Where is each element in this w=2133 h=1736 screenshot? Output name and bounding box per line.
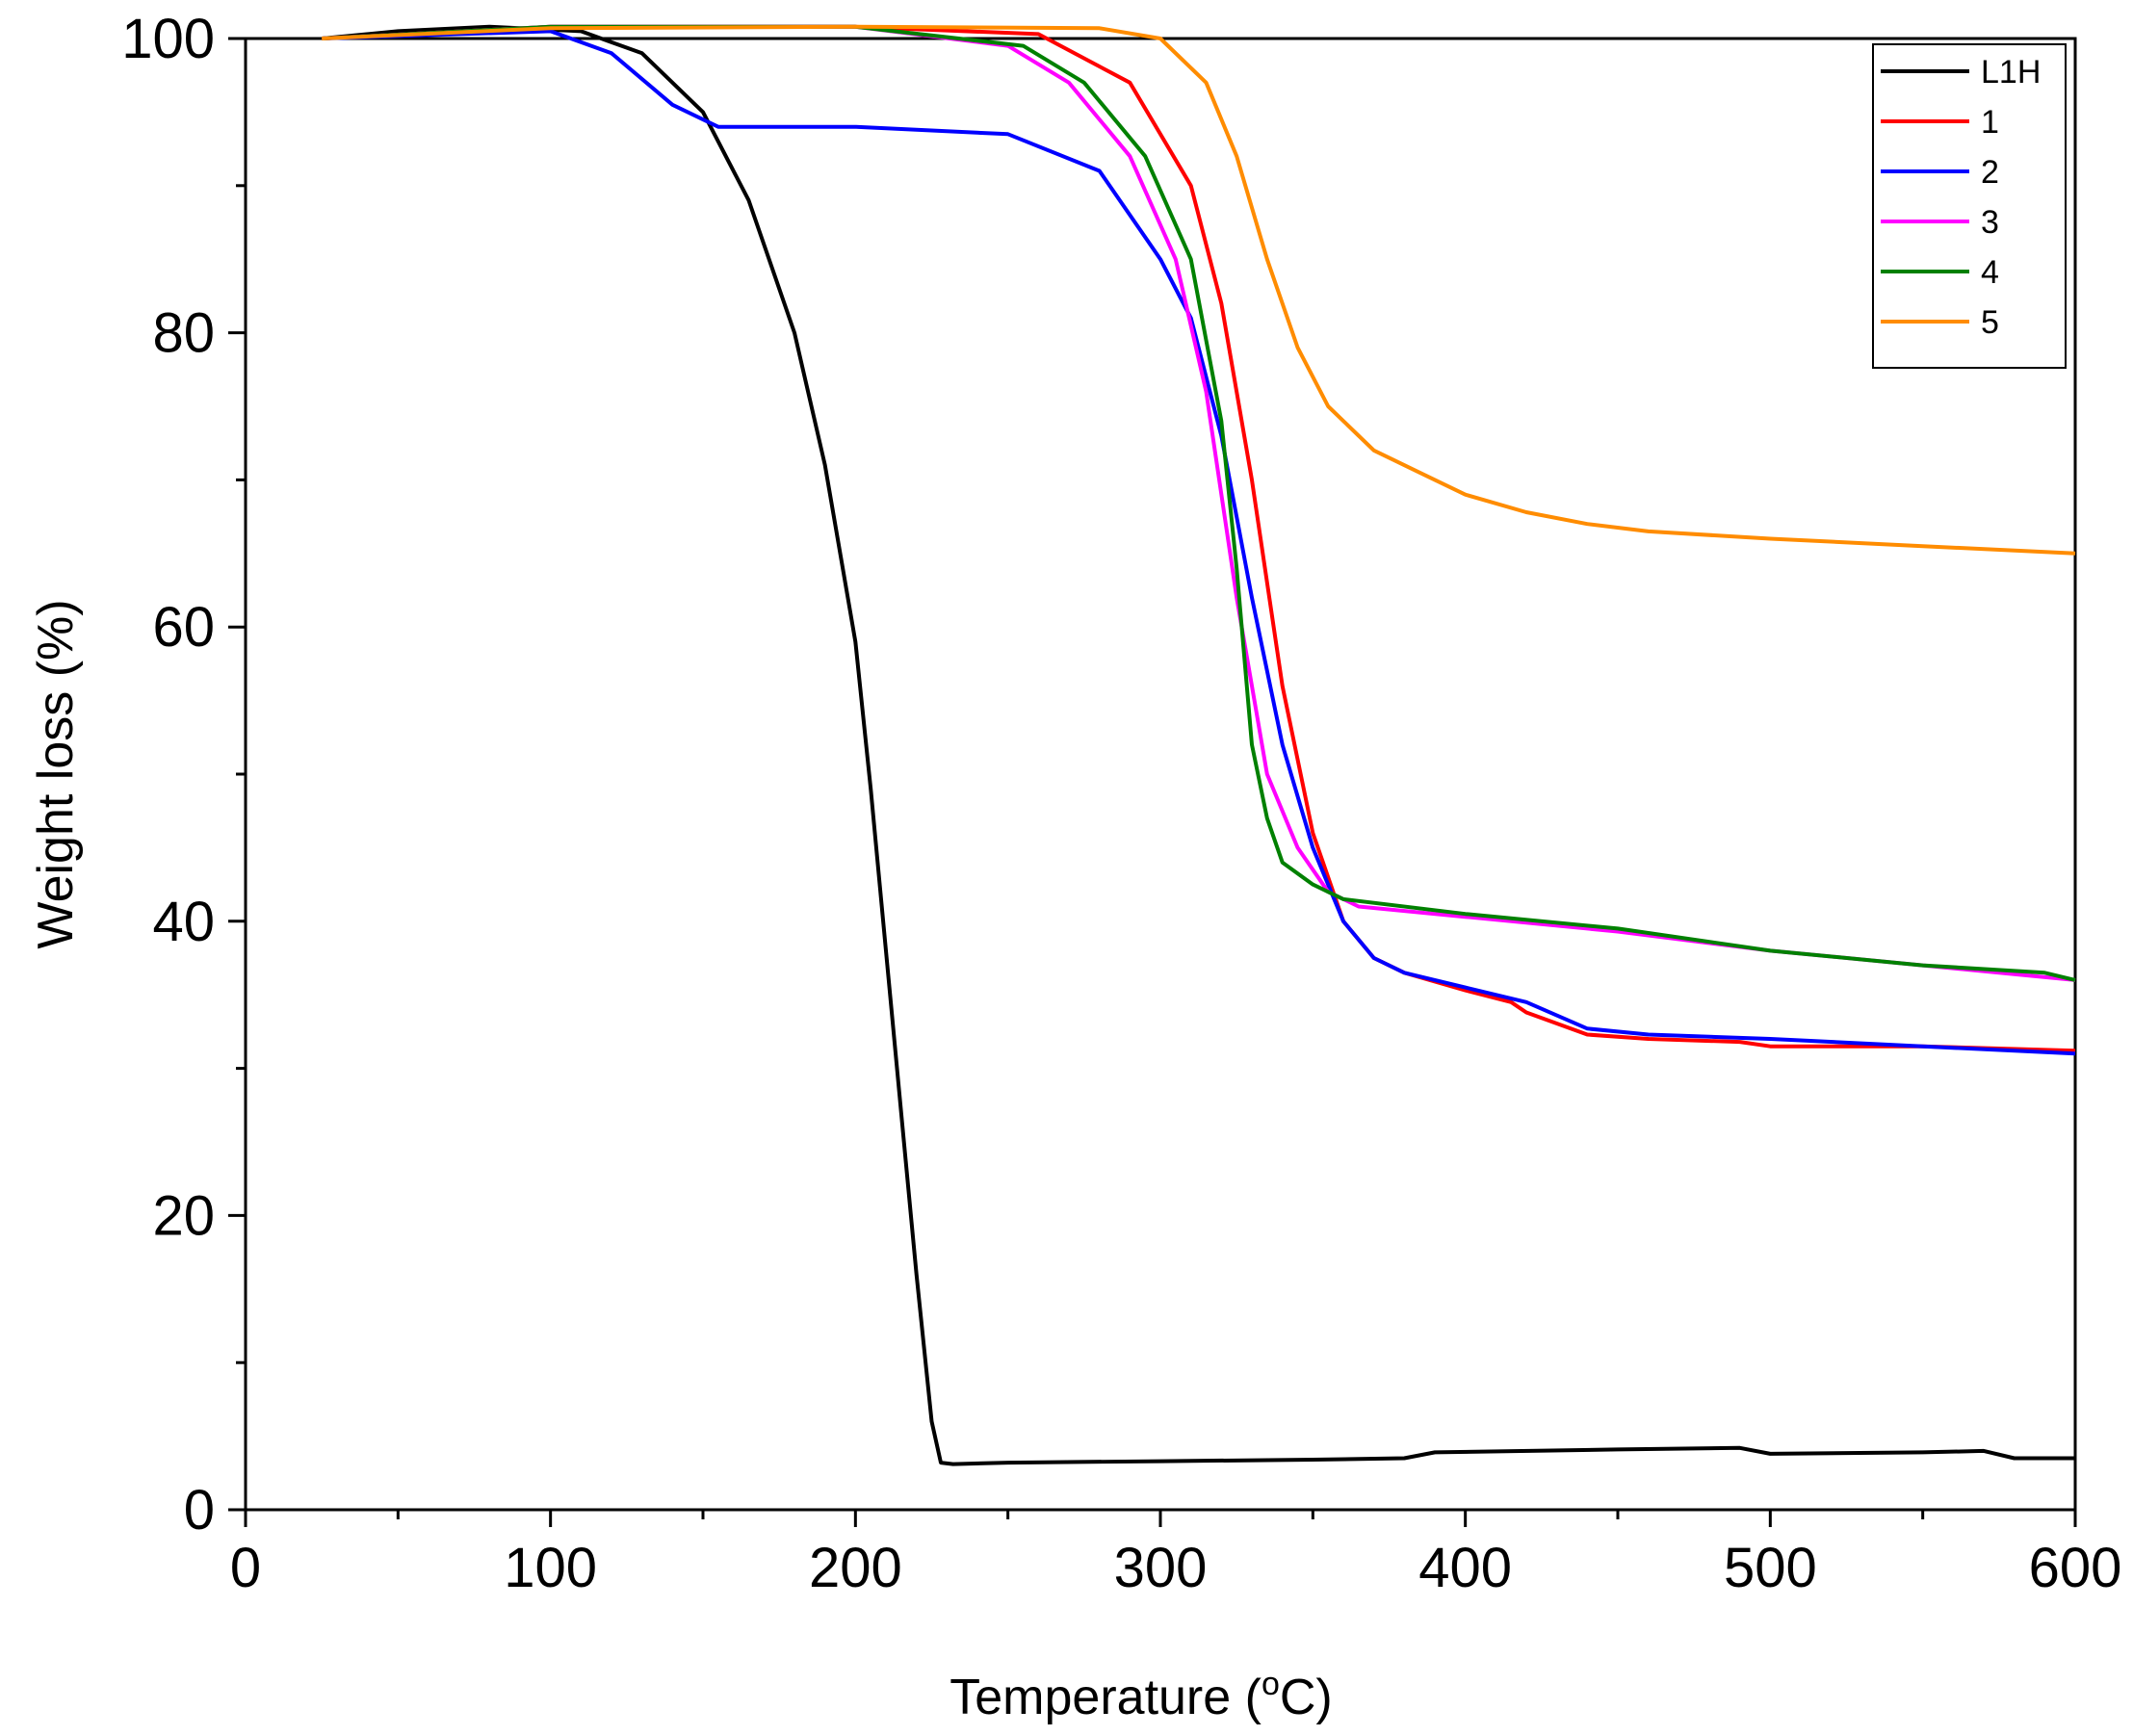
series-layer bbox=[322, 24, 2076, 1466]
y-tick-label: 40 bbox=[152, 891, 215, 953]
x-tick-label: 300 bbox=[1114, 1537, 1208, 1599]
x-axis-title: Temperature (oC) bbox=[949, 1666, 1332, 1725]
series-line-3 bbox=[322, 29, 2076, 1056]
y-axis-title: Weight loss (%) bbox=[28, 599, 84, 948]
series-line-2 bbox=[322, 24, 2076, 1053]
series-line-5 bbox=[322, 24, 2076, 982]
y-tick-label: 80 bbox=[152, 302, 215, 365]
y-tick-label: 20 bbox=[152, 1184, 215, 1247]
x-tick-label: 0 bbox=[230, 1537, 261, 1599]
x-axis-title-suffix: C) bbox=[1280, 1670, 1333, 1725]
legend-label: 5 bbox=[1981, 304, 1999, 341]
legend-label: L1H bbox=[1981, 54, 2041, 91]
y-tick-label: 0 bbox=[184, 1479, 215, 1542]
x-tick-label: 200 bbox=[809, 1537, 902, 1599]
legend-box bbox=[1872, 43, 2067, 369]
x-axis-title-main: Temperature ( bbox=[949, 1670, 1262, 1725]
legend-label: 1 bbox=[1981, 104, 1999, 141]
series-line-1 bbox=[322, 24, 2075, 1466]
axis-ticks: 0 100 200 300 400 500 600 0 20 40 60 80 100 bbox=[121, 8, 2121, 1599]
x-axis-title-superscript: o bbox=[1262, 1666, 1280, 1702]
x-tick-label: 400 bbox=[1418, 1537, 1512, 1599]
series-line-6 bbox=[322, 24, 2076, 556]
y-tick-label: 60 bbox=[152, 596, 215, 659]
legend: L1H 1 2 3 4 5 bbox=[1872, 43, 2067, 369]
x-tick-label: 600 bbox=[2029, 1537, 2122, 1599]
legend-label: 2 bbox=[1981, 154, 1999, 191]
y-tick-label: 100 bbox=[121, 8, 215, 70]
x-tick-label: 100 bbox=[504, 1537, 597, 1599]
x-tick-label: 500 bbox=[1724, 1537, 1817, 1599]
legend-label: 4 bbox=[1981, 254, 1999, 291]
series-line-4 bbox=[322, 24, 2076, 982]
legend-label: 3 bbox=[1981, 204, 1999, 241]
